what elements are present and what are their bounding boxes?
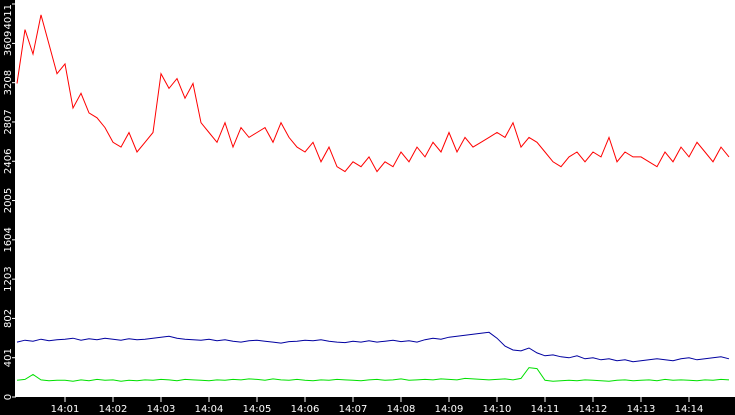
- x-tick-label: 14:13: [627, 404, 656, 415]
- x-tick-label: 14:12: [579, 404, 608, 415]
- x-tick-label: 14:06: [291, 404, 320, 415]
- y-tick-label: 401: [3, 348, 14, 367]
- x-axis-band: [0, 397, 735, 415]
- x-tick-label: 14:14: [675, 404, 704, 415]
- x-tick-label: 14:08: [387, 404, 416, 415]
- y-tick-label: 2005: [3, 188, 14, 213]
- x-tick-label: 14:03: [147, 404, 176, 415]
- x-tick-label: 14:01: [51, 404, 80, 415]
- x-tick-label: 14:04: [195, 404, 224, 415]
- x-tick-label: 14:10: [483, 404, 512, 415]
- x-tick-label: 14:05: [243, 404, 272, 415]
- x-tick-label: 14:09: [435, 404, 464, 415]
- x-tick-label: 14:11: [531, 404, 560, 415]
- y-tick-label: 0: [3, 394, 14, 400]
- x-tick-label: 14:07: [339, 404, 368, 415]
- y-tick-label: 1203: [3, 266, 14, 291]
- series-line: [16, 331, 730, 363]
- series-line: [16, 367, 730, 382]
- y-tick-label: 802: [3, 309, 14, 328]
- y-tick-label: 3208: [3, 70, 14, 95]
- y-tick-label: 2406: [3, 149, 14, 174]
- y-axis-band: [0, 0, 15, 415]
- y-tick-label: 2807: [3, 109, 14, 134]
- x-tick-label: 14:02: [99, 404, 128, 415]
- y-tick-label: 1604: [3, 227, 14, 252]
- y-tick-label: 4011: [3, 4, 14, 29]
- series-line: [16, 14, 730, 173]
- y-tick-label: 3609: [3, 31, 14, 56]
